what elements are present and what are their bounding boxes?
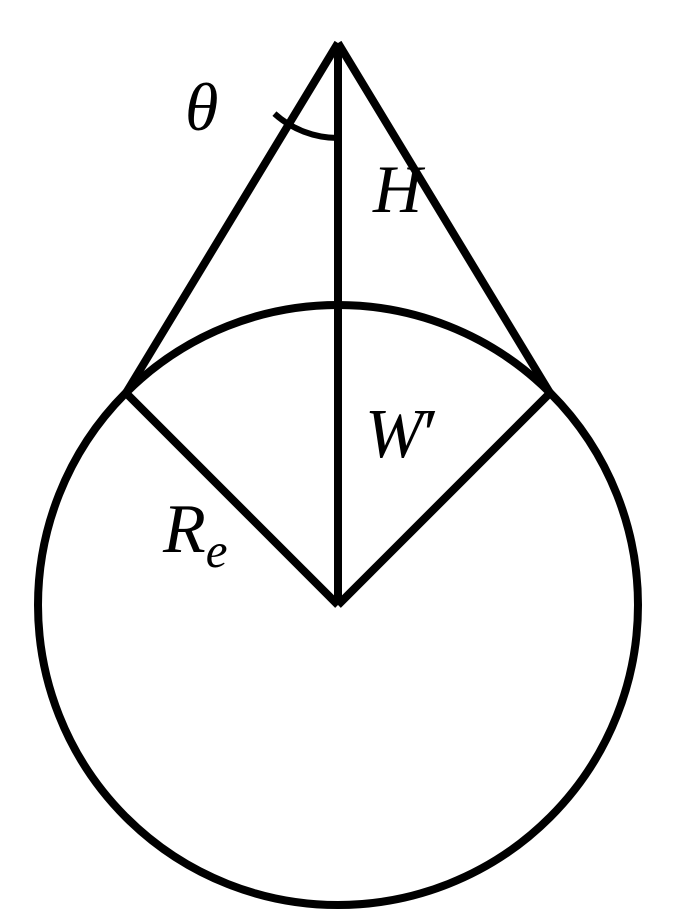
w-prime-label: W′ (365, 395, 439, 475)
diagram-svg (0, 0, 676, 916)
re-label: Re (163, 490, 228, 579)
theta-label: θ (185, 68, 218, 147)
geometry-diagram: θ H W′ Re (0, 0, 676, 916)
left-tangent (126, 43, 338, 393)
left-radius (126, 393, 338, 605)
h-label: H (373, 150, 422, 229)
right-tangent (338, 43, 550, 393)
